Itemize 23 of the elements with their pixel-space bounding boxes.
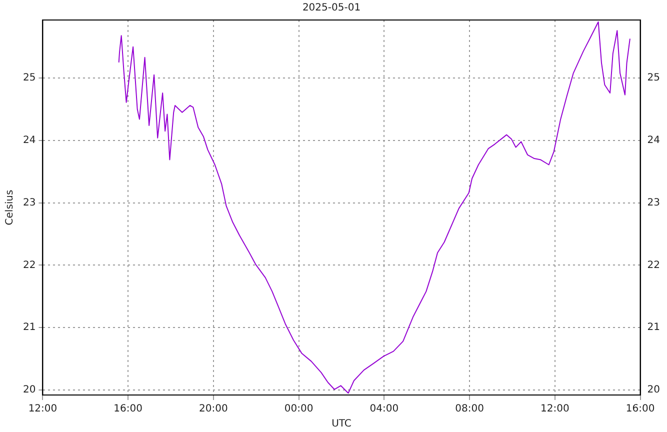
x-axis-title: UTC [332, 418, 352, 430]
y-tick-label: 24 [22, 135, 36, 146]
x-tick-label: 00:00 [284, 404, 314, 415]
y-tick-label: 21 [22, 322, 36, 334]
y-axis-title: Celsius [4, 190, 16, 226]
y2-tick-label: 21 [647, 322, 660, 334]
y-tick-label: 20 [22, 384, 36, 396]
y2-tick-label: 24 [647, 135, 660, 146]
y2-tick-label: 20 [647, 384, 660, 396]
y2-tick-label: 22 [647, 260, 660, 271]
x-tick-label: 20:00 [199, 404, 228, 415]
y2-tick-label: 23 [647, 197, 660, 208]
x-tick-label: 12:00 [540, 404, 570, 415]
y-tick-label: 22 [22, 260, 36, 271]
x-tick-label: 16:00 [626, 404, 655, 415]
y2-tick-label: 25 [647, 72, 660, 84]
x-tick-label: 08:00 [455, 404, 484, 415]
x-tick-label: 04:00 [370, 404, 399, 415]
y-tick-label: 25 [22, 72, 36, 84]
y-tick-label: 23 [22, 197, 36, 208]
x-tick-label: 16:00 [114, 404, 143, 415]
x-tick-label: 12:00 [28, 404, 58, 415]
chart-title: 2025-05-01 [302, 2, 361, 14]
